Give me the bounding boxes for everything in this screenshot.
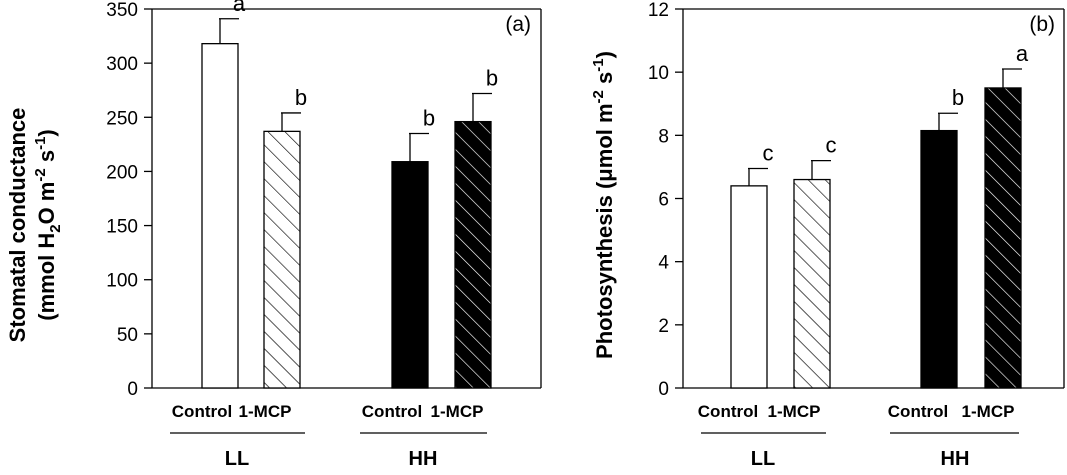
panel-b-y-tick-label: 4 <box>658 253 669 274</box>
panel-b-category-label: 1-MCP <box>768 402 821 421</box>
panel-b-group-label: HH <box>941 448 970 470</box>
panel-b-y-tick-label: 2 <box>658 316 669 337</box>
panel-b-group-label: LL <box>751 448 775 470</box>
panel-b-significance-letter: b <box>952 85 964 110</box>
panel-b-bar-ll-control <box>730 185 768 389</box>
panel-b-y-tick-label: 12 <box>648 0 669 21</box>
panel-a-bar-ll-1-mcp <box>263 130 301 389</box>
panel-b-significance-letter: c <box>763 140 774 165</box>
panel-a-bar-ll-control <box>201 43 239 389</box>
panel-b-category-label: Control <box>698 402 758 421</box>
panel-a-category-label: Control <box>362 402 422 421</box>
panel-a-significance-letter: b <box>486 65 498 90</box>
panel-a-category-label: 1-MCP <box>239 402 292 421</box>
panel-b-y-tick-label: 8 <box>658 126 669 147</box>
panel-b: Photosynthesis (μmol m-2 s-1) (b) 0 2 4 6 8 1… <box>590 0 1065 470</box>
panel-b-y-axis-title: Photosynthesis (μmol m-2 s-1) <box>590 51 617 359</box>
panel-a-y-tick-label: 150 <box>106 217 138 238</box>
panel-b-y-tick-label: 0 <box>658 379 669 400</box>
panel-a-y-tick-label: 300 <box>106 54 138 75</box>
panel-b-significance-letter: a <box>1016 41 1029 66</box>
panel-a-y-tick-label: 350 <box>106 0 138 21</box>
panel-a-significance-letter: b <box>423 106 435 131</box>
panel-b-bar-ll-1-mcp <box>793 178 831 389</box>
panel-a-y-tick-label: 50 <box>117 325 138 346</box>
panel-a-label: (a) <box>505 13 531 36</box>
panel-a-y-tick-label: 100 <box>106 271 138 292</box>
panel-a-group-label: LL <box>225 448 249 470</box>
panel-b-category-label: 1-MCP <box>962 402 1015 421</box>
panel-b-label: (b) <box>1029 13 1055 36</box>
panel-b-significance-letter: c <box>826 133 837 158</box>
panel-a-y-axis-title-line2: (mmol H2O m-2 s-1) <box>32 129 64 321</box>
panel-a-y-tick-label: 0 <box>127 379 138 400</box>
panel-a-significance-letter: b <box>295 85 307 110</box>
panel-a: Stomatal conductance (mmol H2O m-2 s-1) … <box>5 0 542 470</box>
panel-a-y-tick-label: 200 <box>106 162 138 183</box>
panel-a-category-label: 1-MCP <box>431 402 484 421</box>
panel-b-bar-hh-control <box>920 129 958 389</box>
panel-a-group-label: HH <box>409 448 438 470</box>
panel-a-bar-hh-control <box>391 161 429 389</box>
panel-a-category-label: Control <box>172 402 232 421</box>
panel-a-bar-hh-1-mcp <box>454 120 492 389</box>
panel-a-significance-letter: a <box>233 0 246 16</box>
panel-b-y-tick-label: 10 <box>648 63 669 84</box>
panel-b-bar-hh-1-mcp <box>984 87 1022 389</box>
panel-a-y-tick-label: 250 <box>106 108 138 129</box>
panel-a-y-axis-title-line1: Stomatal conductance <box>5 108 30 343</box>
panel-b-category-label: Control <box>888 402 948 421</box>
panel-b-y-tick-label: 6 <box>658 190 669 211</box>
